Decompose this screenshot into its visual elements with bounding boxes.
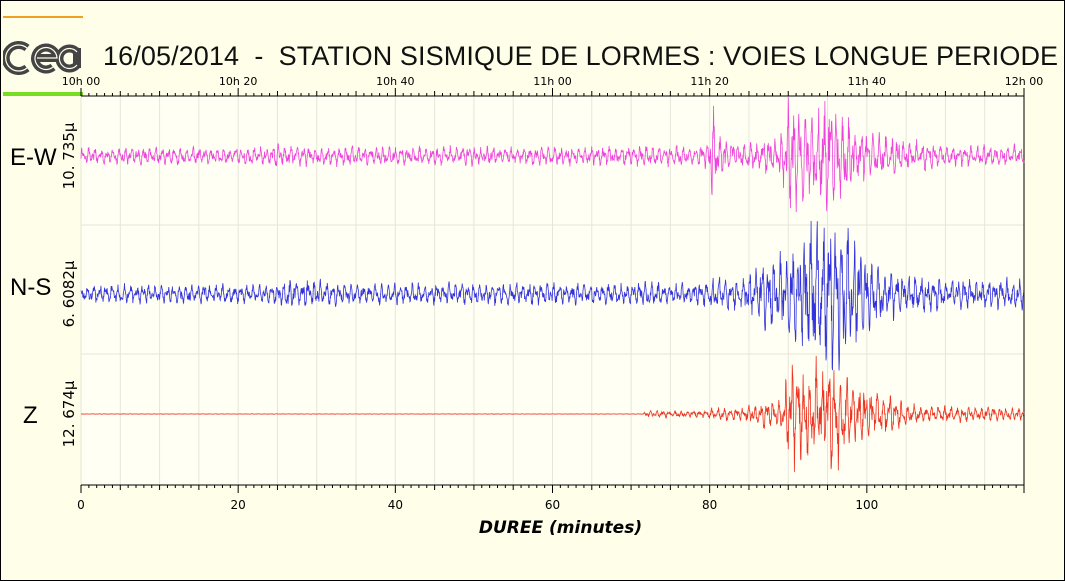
- trace-ew: [80, 96, 1025, 213]
- x-tick-label: 0: [77, 498, 85, 512]
- top-time-label: 11h 20: [690, 75, 728, 88]
- top-time-label: 10h 20: [219, 75, 257, 88]
- x-tick-label: 20: [231, 498, 246, 512]
- top-time-label: 11h 40: [848, 75, 886, 88]
- top-time-label: 11h 00: [533, 75, 571, 88]
- chart-title: 16/05/2014 - STATION SISMIQUE DE LORMES …: [103, 41, 1059, 71]
- channel-name-z: Z: [23, 402, 38, 429]
- x-axis-label: DUREE (minutes): [479, 518, 642, 538]
- cea-logo: [3, 16, 83, 96]
- scale-label-ns: 6. 6082μ: [60, 260, 78, 327]
- channel-name-ns: N-S: [10, 274, 52, 301]
- channel-name-ew: E-W: [10, 144, 57, 171]
- scale-label-ew: 10. 735μ: [60, 122, 78, 189]
- x-tick-label: 40: [388, 498, 403, 512]
- top-time-label: 10h 40: [376, 75, 414, 88]
- x-tick-label: 100: [855, 498, 878, 512]
- top-time-label: 12h 00: [1005, 75, 1043, 88]
- top-time-label: 10h 00: [62, 75, 100, 88]
- x-tick-label: 60: [545, 498, 560, 512]
- x-tick-label: 80: [702, 498, 717, 512]
- scale-label-z: 12. 674μ: [60, 380, 78, 447]
- trace-ns: [80, 221, 1025, 371]
- trace-z: [80, 355, 1025, 472]
